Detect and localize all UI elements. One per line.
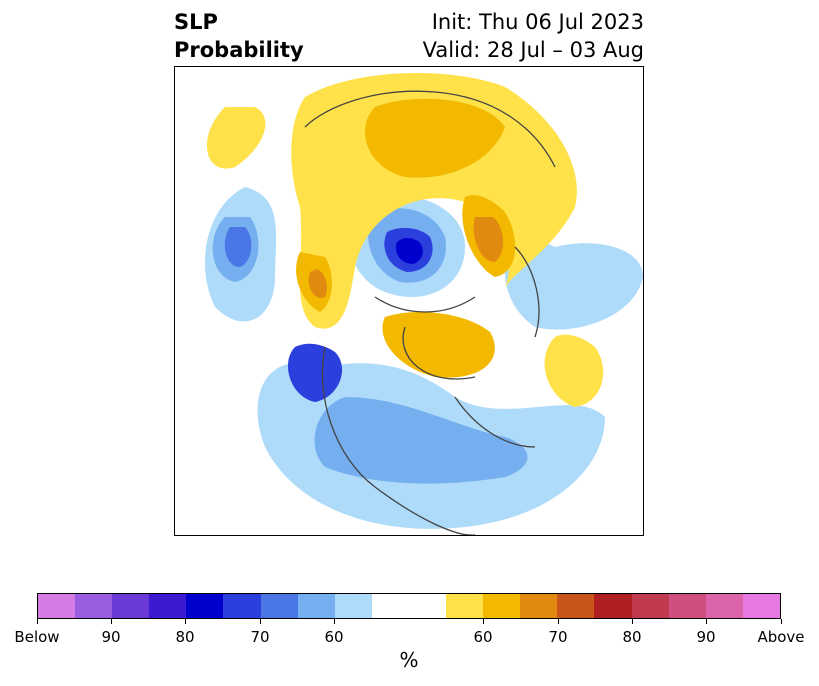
coastlines — [304, 90, 556, 535]
colorbar-segment — [112, 594, 150, 618]
colorbar-tick-label: 70 — [548, 628, 568, 646]
colorbar — [37, 593, 781, 619]
chart-title-right: Init: Thu 06 Jul 2023 Valid: 28 Jul – 03… — [423, 8, 644, 64]
colorbar-segment — [297, 594, 335, 618]
colorbar-tick-label: 80 — [175, 628, 195, 646]
colorbar-tick-label: 90 — [696, 628, 716, 646]
below-region-pole-core — [395, 238, 423, 264]
valid-range: Valid: 28 Jul – 03 Aug — [422, 38, 644, 62]
colorbar-segment — [520, 594, 558, 618]
colorbar-segment — [223, 594, 261, 618]
above-region-siberia — [291, 73, 577, 329]
colorbar-tickmark — [111, 619, 112, 624]
above-region-russia — [365, 98, 505, 178]
colorbar-tick-label: Below — [14, 628, 60, 646]
chart-title-left: SLP Probability — [174, 8, 304, 64]
colorbar-tickmark — [37, 619, 38, 624]
colorbar-tickmark — [706, 619, 707, 624]
colorbar-tickmark — [483, 619, 484, 624]
colorbar-segment — [668, 594, 706, 618]
colorbar-tick-label: 90 — [101, 628, 121, 646]
below-region-us-mid — [314, 397, 528, 484]
colorbar-tick-label: 70 — [250, 628, 270, 646]
above-region-greenland — [382, 312, 495, 378]
above-region-canada-core — [308, 269, 328, 298]
colorbar-segment — [75, 594, 113, 618]
map-canvas — [175, 67, 643, 535]
colorbar-tickmark — [334, 619, 335, 624]
colorbar-tickmark — [185, 619, 186, 624]
colorbar-tick-label: 60 — [473, 628, 493, 646]
title-variable: SLP — [174, 10, 218, 34]
colorbar-segment — [705, 594, 743, 618]
below-region-alaska-core — [287, 343, 343, 402]
colorbar-segment — [186, 594, 224, 618]
colorbar-segment — [371, 594, 447, 618]
colorbar-tick-label: 60 — [324, 628, 344, 646]
colorbar-segment — [334, 594, 372, 618]
colorbar-tickmark — [632, 619, 633, 624]
colorbar-segment — [742, 594, 780, 618]
colorbar-segment — [594, 594, 632, 618]
colorbar-segment — [38, 594, 76, 618]
below-region-pacific-core — [224, 227, 252, 267]
colorbar-tickmark — [781, 619, 782, 624]
colorbar-label: % — [399, 648, 419, 672]
init-date: Init: Thu 06 Jul 2023 — [431, 10, 644, 34]
colorbar-tick-label: Above — [757, 628, 805, 646]
colorbar-tickmark — [558, 619, 559, 624]
colorbar-tickmark — [260, 619, 261, 624]
above-region-atlantic — [544, 334, 604, 407]
above-region-pacific — [206, 107, 266, 169]
colorbar-segment — [557, 594, 595, 618]
colorbar-segment — [446, 594, 484, 618]
title-metric: Probability — [174, 38, 304, 62]
colorbar-segment — [149, 594, 187, 618]
colorbar-segment — [631, 594, 669, 618]
above-region-siberia-peak — [473, 217, 504, 262]
colorbar-segment — [260, 594, 298, 618]
colorbar-tick-label: 80 — [622, 628, 642, 646]
probability-map — [174, 66, 644, 536]
colorbar-segment — [483, 594, 521, 618]
